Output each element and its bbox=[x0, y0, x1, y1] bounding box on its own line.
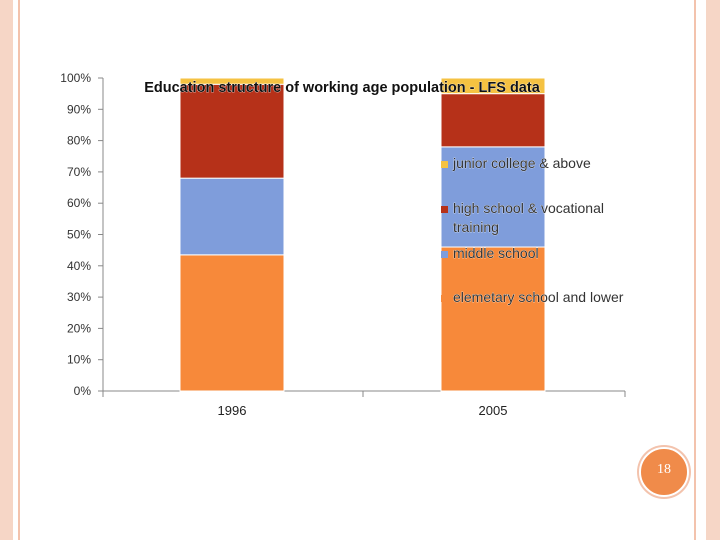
bar-segment bbox=[440, 146, 546, 248]
bar-segment bbox=[179, 77, 285, 85]
page-number-circle bbox=[639, 447, 689, 497]
frame-left-line bbox=[18, 0, 20, 540]
y-tick-label: 20% bbox=[67, 321, 91, 335]
legend-swatch bbox=[441, 161, 448, 168]
bar-segment bbox=[440, 246, 546, 392]
y-tick-label: 80% bbox=[67, 134, 91, 148]
y-tick-label: 70% bbox=[67, 165, 91, 179]
y-tick-label: 40% bbox=[67, 259, 91, 273]
y-tick-label: 0% bbox=[74, 384, 92, 398]
y-tick-label: 50% bbox=[67, 228, 91, 242]
y-tick-label: 10% bbox=[67, 353, 91, 367]
bar-segment bbox=[179, 254, 285, 392]
y-tick-label: 100% bbox=[60, 71, 91, 85]
y-tick-label: 60% bbox=[67, 196, 91, 210]
x-tick-label: 2005 bbox=[479, 403, 508, 418]
legend-label: training bbox=[453, 219, 499, 235]
page-number-badge: 18 bbox=[639, 447, 689, 497]
bar-segment bbox=[440, 77, 546, 95]
legend-label: junior college & above bbox=[452, 155, 591, 171]
bar-segment bbox=[179, 83, 285, 179]
legend-label: middle school bbox=[453, 245, 539, 261]
x-tick-label: 1996 bbox=[218, 403, 247, 418]
legend-swatch bbox=[441, 295, 448, 302]
bar-segment bbox=[440, 93, 546, 148]
legend-label: high school & vocational bbox=[453, 200, 604, 216]
legend-swatch bbox=[441, 206, 448, 213]
legend-label: elemetary school and lower bbox=[453, 289, 624, 305]
frame-right-band bbox=[706, 0, 720, 540]
bar-segment bbox=[179, 177, 285, 256]
y-tick-label: 30% bbox=[67, 290, 91, 304]
chart-title: Education structure of working age popul… bbox=[144, 80, 540, 96]
frame-right-line bbox=[694, 0, 696, 540]
page-number: 18 bbox=[657, 462, 671, 477]
frame-left-band bbox=[0, 0, 13, 540]
y-tick-label: 90% bbox=[67, 102, 91, 116]
legend-swatch bbox=[441, 251, 448, 258]
